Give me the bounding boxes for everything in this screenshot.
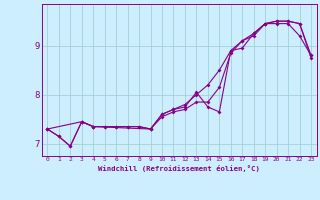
X-axis label: Windchill (Refroidissement éolien,°C): Windchill (Refroidissement éolien,°C) [98, 165, 260, 172]
